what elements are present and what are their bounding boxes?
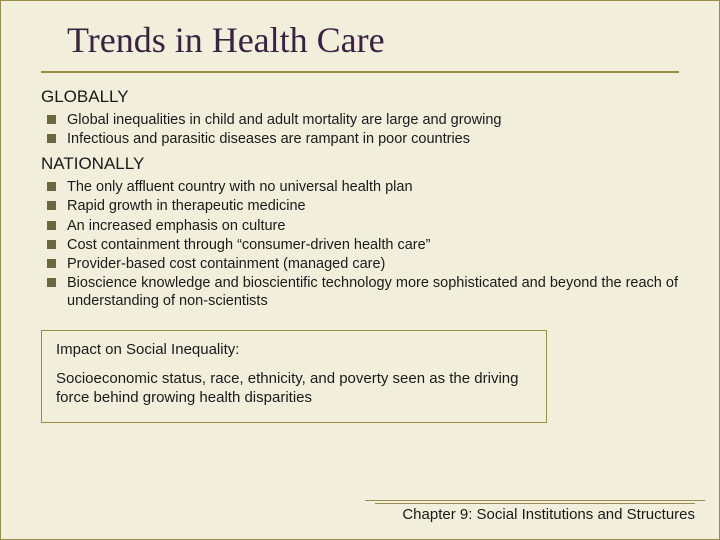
list-item: Infectious and parasitic diseases are ra… — [41, 130, 679, 148]
impact-box: Impact on Social Inequality: Socioeconom… — [41, 330, 547, 423]
list-item: Global inequalities in child and adult m… — [41, 111, 679, 129]
impact-heading: Impact on Social Inequality: — [56, 341, 532, 358]
impact-body: Socioeconomic status, race, ethnicity, a… — [56, 370, 532, 408]
content-area: GLOBALLY Global inequalities in child an… — [1, 73, 719, 423]
footer-text: Chapter 9: Social Institutions and Struc… — [375, 503, 695, 523]
bullet-list-globally: Global inequalities in child and adult m… — [41, 111, 679, 148]
section-heading-nationally: NATIONALLY — [41, 154, 679, 174]
list-item: Provider-based cost containment (managed… — [41, 255, 679, 273]
list-item: Rapid growth in therapeutic medicine — [41, 197, 679, 215]
list-item: Cost containment through “consumer-drive… — [41, 236, 679, 254]
list-item: Bioscience knowledge and bioscientific t… — [41, 274, 679, 310]
section-heading-globally: GLOBALLY — [41, 87, 679, 107]
footer-divider — [365, 500, 705, 501]
slide-title: Trends in Health Care — [1, 1, 719, 71]
list-item: The only affluent country with no univer… — [41, 178, 679, 196]
bullet-list-nationally: The only affluent country with no univer… — [41, 178, 679, 310]
list-item: An increased emphasis on culture — [41, 217, 679, 235]
